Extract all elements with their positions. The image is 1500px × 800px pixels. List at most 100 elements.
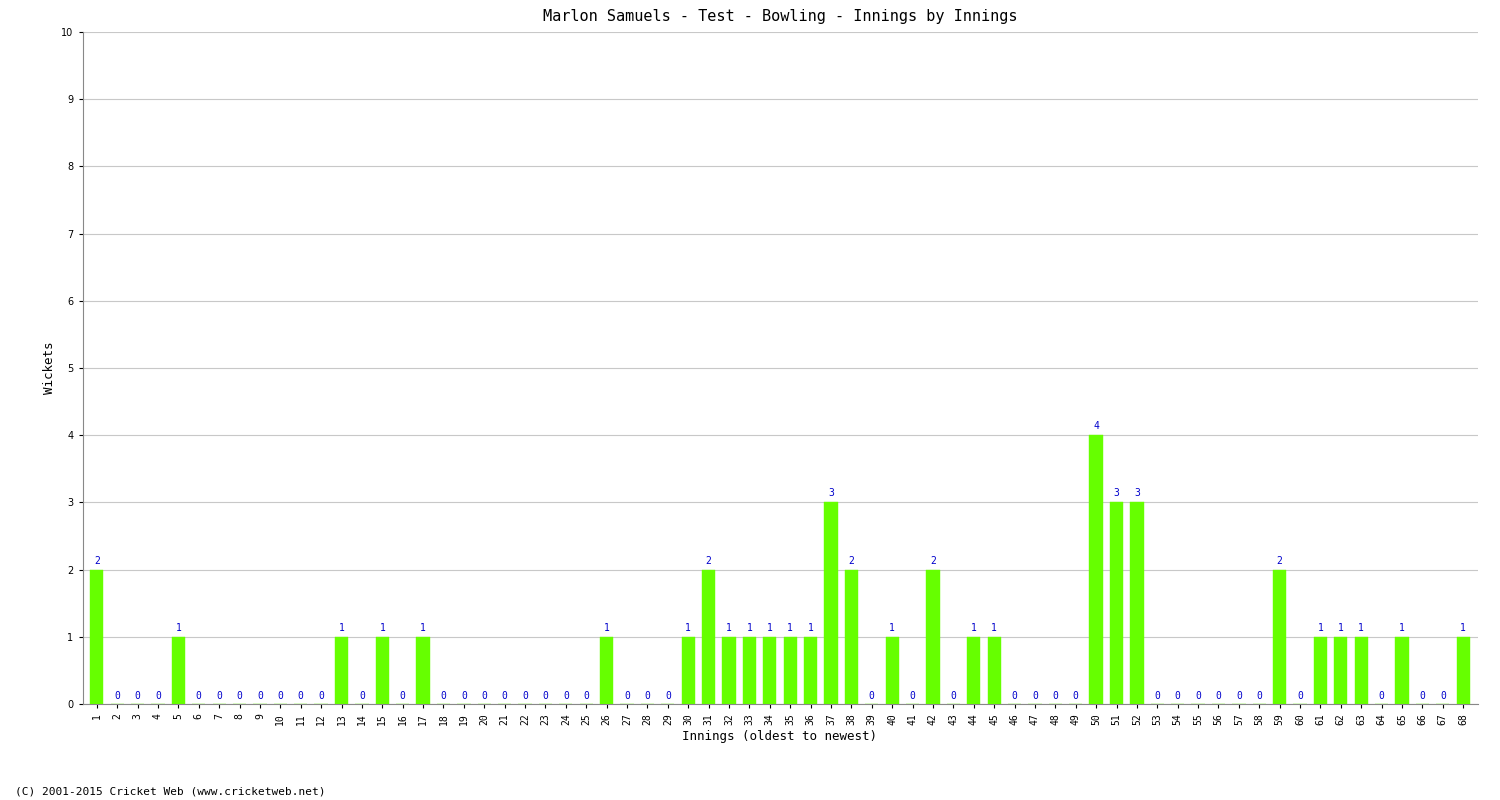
Text: 1: 1 <box>420 622 426 633</box>
Text: 0: 0 <box>1440 691 1446 702</box>
Text: 0: 0 <box>216 691 222 702</box>
Bar <box>723 637 735 704</box>
Bar <box>375 637 388 704</box>
Text: 1: 1 <box>992 622 998 633</box>
Text: 0: 0 <box>645 691 651 702</box>
Text: 3: 3 <box>1134 488 1140 498</box>
Text: 0: 0 <box>1236 691 1242 702</box>
Text: 1: 1 <box>788 622 794 633</box>
Text: 0: 0 <box>358 691 364 702</box>
Text: 0: 0 <box>1072 691 1078 702</box>
Bar <box>334 637 348 704</box>
Text: 0: 0 <box>1298 691 1304 702</box>
Title: Marlon Samuels - Test - Bowling - Innings by Innings: Marlon Samuels - Test - Bowling - Inning… <box>543 9 1017 24</box>
Text: 0: 0 <box>400 691 405 702</box>
Bar <box>1456 637 1470 704</box>
Text: 0: 0 <box>1215 691 1221 702</box>
Bar <box>600 637 613 704</box>
Text: 1: 1 <box>686 622 692 633</box>
Text: 0: 0 <box>664 691 670 702</box>
Bar <box>804 637 818 704</box>
Text: 2: 2 <box>849 555 855 566</box>
Bar <box>1131 502 1143 704</box>
Text: 0: 0 <box>135 691 141 702</box>
Text: 2: 2 <box>1276 555 1282 566</box>
Text: 0: 0 <box>278 691 284 702</box>
Bar <box>1395 637 1408 704</box>
Text: 0: 0 <box>482 691 488 702</box>
Text: 0: 0 <box>441 691 447 702</box>
Text: 0: 0 <box>1196 691 1202 702</box>
Bar <box>1314 637 1328 704</box>
Text: 0: 0 <box>501 691 507 702</box>
Text: 0: 0 <box>1032 691 1038 702</box>
Text: 0: 0 <box>460 691 466 702</box>
Text: 2: 2 <box>930 555 936 566</box>
Bar <box>1274 570 1287 704</box>
Bar <box>1334 637 1347 704</box>
Text: 0: 0 <box>256 691 262 702</box>
Text: 0: 0 <box>154 691 160 702</box>
Text: 0: 0 <box>318 691 324 702</box>
Text: 1: 1 <box>1317 622 1323 633</box>
Text: 1: 1 <box>1359 622 1364 633</box>
Y-axis label: Wickets: Wickets <box>42 342 56 394</box>
Bar <box>90 570 104 704</box>
Text: 0: 0 <box>1155 691 1160 702</box>
Bar <box>1110 502 1124 704</box>
Text: 1: 1 <box>766 622 772 633</box>
Text: 2: 2 <box>94 555 99 566</box>
Text: 1: 1 <box>339 622 345 633</box>
Text: 0: 0 <box>1257 691 1262 702</box>
Text: 1: 1 <box>1461 622 1466 633</box>
Bar <box>927 570 939 704</box>
Text: 0: 0 <box>522 691 528 702</box>
Bar <box>1089 435 1102 704</box>
Text: 0: 0 <box>868 691 874 702</box>
X-axis label: Innings (oldest to newest): Innings (oldest to newest) <box>682 730 877 743</box>
Text: 1: 1 <box>1400 622 1406 633</box>
Text: 1: 1 <box>747 622 753 633</box>
Text: 1: 1 <box>970 622 976 633</box>
Text: 1: 1 <box>603 622 609 633</box>
Bar <box>702 570 715 704</box>
Text: 0: 0 <box>562 691 568 702</box>
Text: 3: 3 <box>1113 488 1119 498</box>
Bar <box>171 637 184 704</box>
Text: 0: 0 <box>1419 691 1425 702</box>
Text: 0: 0 <box>909 691 915 702</box>
Text: 0: 0 <box>298 691 303 702</box>
Bar <box>764 637 777 704</box>
Bar <box>1354 637 1368 704</box>
Text: 0: 0 <box>237 691 243 702</box>
Text: 0: 0 <box>1011 691 1017 702</box>
Bar <box>968 637 981 704</box>
Text: 0: 0 <box>951 691 957 702</box>
Text: (C) 2001-2015 Cricket Web (www.cricketweb.net): (C) 2001-2015 Cricket Web (www.cricketwe… <box>15 786 326 796</box>
Text: 2: 2 <box>705 555 711 566</box>
Text: 1: 1 <box>890 622 896 633</box>
Bar <box>742 637 756 704</box>
Bar <box>417 637 429 704</box>
Text: 0: 0 <box>196 691 201 702</box>
Text: 3: 3 <box>828 488 834 498</box>
Bar <box>987 637 1000 704</box>
Text: 1: 1 <box>807 622 813 633</box>
Text: 0: 0 <box>543 691 549 702</box>
Text: 1: 1 <box>176 622 181 633</box>
Text: 4: 4 <box>1094 421 1100 431</box>
Text: 0: 0 <box>1174 691 1180 702</box>
Text: 1: 1 <box>1338 622 1344 633</box>
Bar <box>783 637 796 704</box>
Text: 1: 1 <box>380 622 386 633</box>
Bar <box>681 637 694 704</box>
Text: 1: 1 <box>726 622 732 633</box>
Text: 0: 0 <box>584 691 590 702</box>
Bar <box>844 570 858 704</box>
Text: 0: 0 <box>114 691 120 702</box>
Text: 0: 0 <box>1378 691 1384 702</box>
Text: 0: 0 <box>1053 691 1059 702</box>
Text: 0: 0 <box>624 691 630 702</box>
Bar <box>825 502 837 704</box>
Bar <box>885 637 898 704</box>
